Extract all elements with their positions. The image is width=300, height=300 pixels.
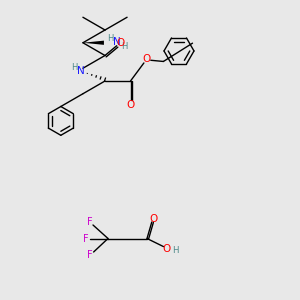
Text: O: O xyxy=(149,214,157,224)
Text: H: H xyxy=(107,34,113,43)
Text: O: O xyxy=(162,244,171,254)
Text: N: N xyxy=(113,37,121,47)
Text: H: H xyxy=(121,43,127,52)
Text: O: O xyxy=(126,100,135,110)
Text: O: O xyxy=(116,38,124,48)
Polygon shape xyxy=(83,41,104,45)
Text: F: F xyxy=(83,233,88,244)
Text: H: H xyxy=(71,63,78,72)
Text: H: H xyxy=(172,246,179,255)
Text: N: N xyxy=(76,66,84,76)
Text: O: O xyxy=(143,54,151,64)
Text: F: F xyxy=(87,217,92,227)
Text: F: F xyxy=(87,250,93,260)
